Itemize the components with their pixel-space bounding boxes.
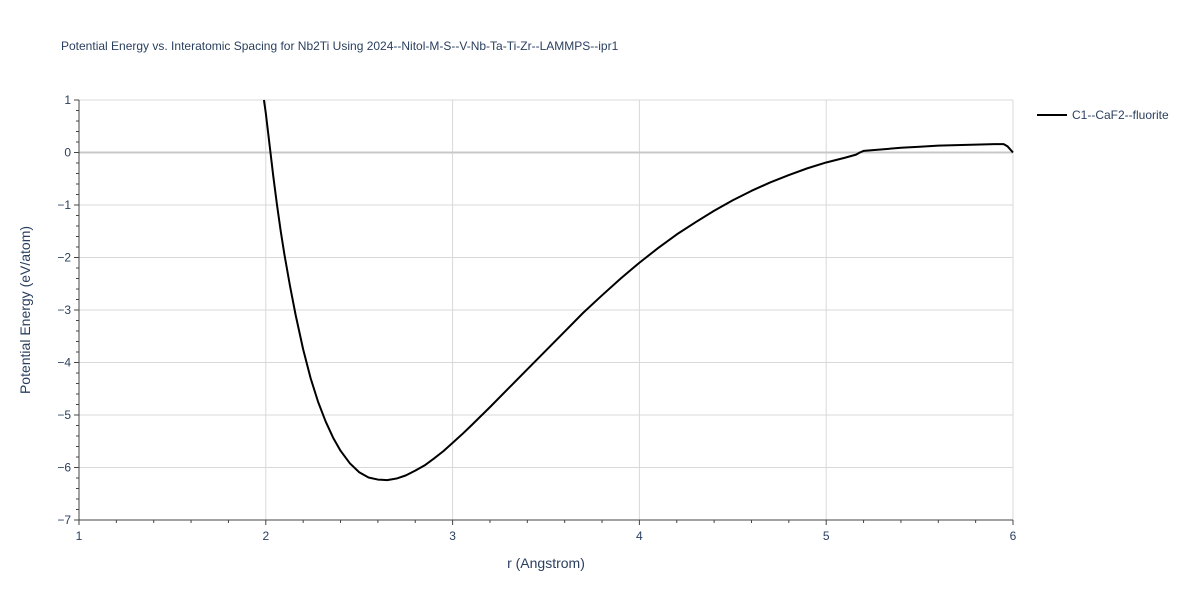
series-layer xyxy=(262,99,1014,482)
y-tick-label: 0 xyxy=(64,146,71,160)
x-tick-label: 4 xyxy=(636,529,643,543)
y-tick-label: −7 xyxy=(57,513,71,527)
y-tick-label: −1 xyxy=(57,198,71,212)
y-tick-label: 1 xyxy=(64,93,71,107)
x-tick-label: 6 xyxy=(1010,529,1017,543)
x-tick-label: 3 xyxy=(449,529,456,543)
y-tick-label: −2 xyxy=(57,251,71,265)
grid xyxy=(79,99,1014,520)
y-axis-label: Potential Energy (eV/atom) xyxy=(17,226,33,394)
axes: 1 2 3 4 5 6 1 0 −1 −2 −3 −4 −5 −6 −7 xyxy=(57,93,1016,543)
y-tick-label: −3 xyxy=(57,303,71,317)
y-tick-label: −4 xyxy=(57,356,71,370)
x-tick-label: 5 xyxy=(823,529,830,543)
y-tick-label: −6 xyxy=(57,461,71,475)
legend-label: C1--CaF2--fluorite xyxy=(1072,108,1169,122)
series-line[interactable] xyxy=(262,99,1014,482)
x-tick-label: 1 xyxy=(76,529,83,543)
x-axis-label: r (Angstrom) xyxy=(507,555,585,571)
chart-title: Potential Energy vs. Interatomic Spacing… xyxy=(61,39,619,53)
legend[interactable]: C1--CaF2--fluorite xyxy=(1037,108,1169,122)
x-tick-label: 2 xyxy=(262,529,269,543)
y-tick-label: −5 xyxy=(57,408,71,422)
